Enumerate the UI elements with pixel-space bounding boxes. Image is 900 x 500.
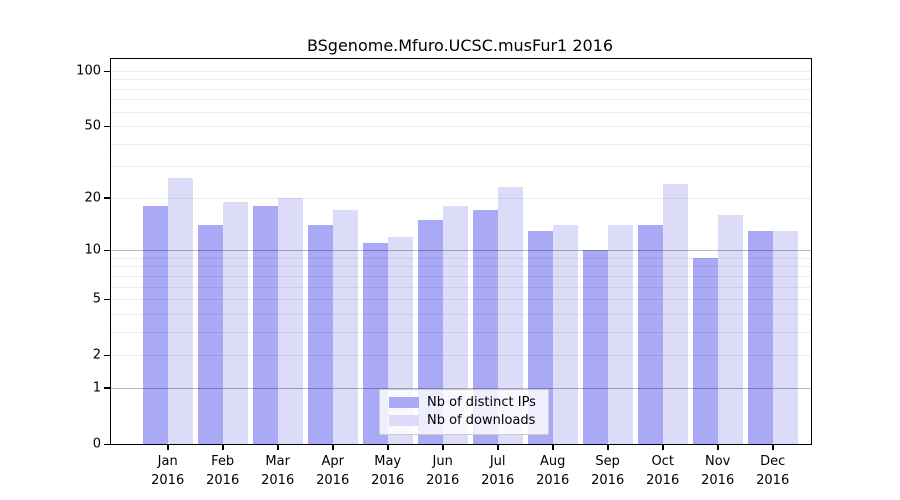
gridline-4: [111, 313, 811, 315]
bar-ips-dec: [747, 230, 773, 444]
gridline-40: [111, 143, 811, 145]
x-axis-label-jun: Jun 2016: [426, 454, 460, 488]
gridline-9: [111, 257, 811, 259]
bar-ips-apr: [307, 225, 333, 444]
gridline-6: [111, 286, 811, 288]
legend-label: Nb of downloads: [427, 413, 536, 428]
gridline-5: [111, 299, 811, 301]
y-axis-tick: [104, 197, 110, 199]
bar-ips-jan: [142, 206, 168, 444]
x-axis-tick: [607, 445, 609, 450]
x-axis-label-dec: Dec 2016: [756, 454, 790, 488]
x-axis-tick: [772, 445, 774, 450]
gridline-3: [111, 331, 811, 333]
y-axis-tick: [104, 125, 110, 128]
bar-ips-mar: [252, 206, 278, 444]
gridline-10: [111, 250, 811, 252]
x-axis-tick: [442, 445, 444, 450]
y-axis-tick: [104, 298, 110, 301]
legend-swatch: [389, 415, 419, 426]
gridline-50: [111, 126, 811, 128]
bar-ips-oct: [637, 225, 663, 444]
gridline-70: [111, 99, 811, 101]
gridline-30: [111, 166, 811, 168]
bar-downloads-jan: [167, 177, 193, 444]
x-axis-label-oct: Oct 2016: [646, 454, 680, 488]
bar-ips-sep: [582, 250, 608, 444]
legend-item: Nb of distinct IPs: [389, 395, 539, 410]
bar-downloads-sep: [607, 225, 633, 444]
gridline-100: [111, 71, 811, 72]
bar-downloads-oct: [662, 183, 688, 444]
chart-title: BSgenome.Mfuro.UCSC.musFur1 2016: [306, 36, 614, 55]
legend-swatch: [389, 397, 419, 408]
bar-downloads-aug: [552, 225, 578, 444]
x-axis-tick: [662, 445, 664, 450]
x-axis-tick: [387, 445, 389, 450]
x-axis-label-aug: Aug 2016: [536, 454, 570, 488]
y-axis-tick: [104, 387, 110, 389]
plot-area: Nb of distinct IPs Nb of downloads 0 1 2 5 10…: [76, 58, 812, 488]
x-axis-label-nov: Nov 2016: [701, 454, 735, 488]
gridline-2: [111, 355, 811, 357]
x-axis-tick: [717, 445, 719, 450]
x-axis-tick: [552, 445, 554, 450]
bar-downloads-apr: [332, 210, 358, 444]
y-axis-label: 5: [92, 291, 101, 307]
gridline-20: [111, 197, 811, 199]
x-axis-tick: [497, 445, 499, 450]
x-axis-label-jan: Jan 2016: [151, 454, 185, 488]
y-axis-label: 10: [84, 242, 101, 258]
bar-ips-nov: [692, 257, 718, 444]
gridline-80: [111, 88, 811, 90]
y-axis-label: 2: [92, 347, 101, 363]
x-axis-tick: [277, 445, 279, 450]
legend-item: Nb of downloads: [389, 413, 539, 428]
gridline-8: [111, 266, 811, 268]
x-axis-label-mar: Mar 2016: [261, 454, 295, 488]
bar-downloads-dec: [772, 230, 798, 444]
bar-ips-feb: [197, 225, 223, 444]
bar-downloads-mar: [277, 197, 303, 444]
x-axis-tick: [332, 445, 334, 450]
legend-label: Nb of distinct IPs: [427, 395, 536, 410]
x-axis-label-jul: Jul 2016: [481, 454, 515, 488]
x-axis-tick: [222, 445, 224, 450]
y-axis-tick: [104, 70, 110, 72]
y-axis-label: 50: [84, 118, 101, 134]
x-axis-label-apr: Apr 2016: [316, 454, 350, 488]
x-axis-label-may: May 2016: [371, 454, 405, 488]
y-axis-label: 100: [76, 63, 101, 79]
bar-downloads-nov: [717, 215, 743, 444]
y-axis-tick: [104, 249, 110, 252]
y-axis-label: 20: [84, 190, 101, 206]
x-axis-label-feb: Feb 2016: [206, 454, 240, 488]
y-axis-tick: [104, 443, 110, 445]
gridline-7: [111, 275, 811, 277]
legend: Nb of distinct IPs Nb of downloads: [379, 389, 549, 435]
bar-downloads-feb: [222, 201, 248, 444]
x-axis-tick: [167, 445, 169, 450]
gridline-1: [111, 387, 811, 389]
y-axis-tick: [104, 354, 110, 357]
x-axis-label-sep: Sep 2016: [591, 454, 625, 488]
gridline-60: [111, 111, 811, 113]
y-axis-label: 1: [92, 380, 101, 396]
gridline-90: [111, 79, 811, 81]
y-axis-label: 0: [92, 436, 101, 452]
